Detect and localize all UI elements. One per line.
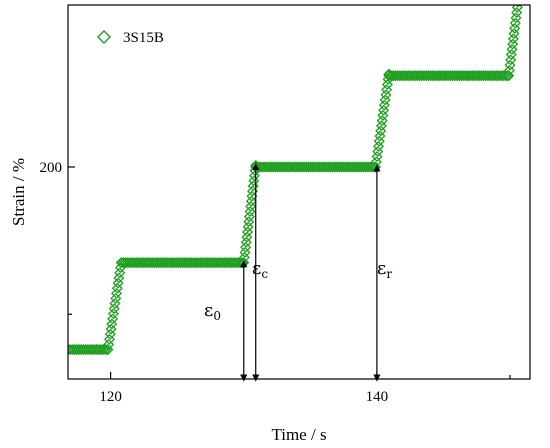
legend-marker xyxy=(97,30,111,44)
data-point xyxy=(112,277,124,289)
annotation-layer xyxy=(240,162,381,382)
data-point xyxy=(509,17,521,29)
data-point xyxy=(372,140,385,152)
data-point xyxy=(376,115,388,127)
data-point xyxy=(377,109,389,121)
data-point xyxy=(507,38,519,50)
data-point xyxy=(107,313,119,325)
data-point xyxy=(111,282,123,294)
data-point xyxy=(375,125,387,137)
data-point xyxy=(106,318,118,330)
data-point xyxy=(108,303,120,315)
data-point xyxy=(243,216,255,228)
data-point xyxy=(105,323,117,335)
x-tick-label: 120 xyxy=(99,389,122,405)
data-point xyxy=(372,145,384,158)
data-point xyxy=(109,298,121,310)
data-point xyxy=(505,49,517,61)
data-point xyxy=(381,84,393,96)
data-point xyxy=(114,262,126,274)
legend-label: 3S15B xyxy=(123,30,164,46)
data-point xyxy=(240,241,252,253)
data-point xyxy=(510,12,522,24)
data-point xyxy=(240,236,252,248)
data-point xyxy=(506,43,518,55)
data-point xyxy=(111,287,123,299)
data-point xyxy=(114,267,126,279)
data-point xyxy=(103,333,116,345)
data-point xyxy=(97,344,109,356)
data-point xyxy=(508,28,520,40)
data-point xyxy=(242,221,254,233)
data-point xyxy=(507,33,519,45)
data-point xyxy=(509,22,521,34)
data-point xyxy=(378,104,390,116)
data-point xyxy=(378,99,390,111)
data-point xyxy=(110,292,122,304)
data-point xyxy=(503,64,515,76)
data-point xyxy=(239,246,251,258)
data-point xyxy=(504,59,516,71)
data-points-layer xyxy=(68,5,523,356)
data-point xyxy=(511,5,523,13)
plot-frame xyxy=(67,4,531,380)
data-point xyxy=(381,78,393,91)
axis-ticks: 120 140 200 xyxy=(40,160,511,405)
data-point xyxy=(242,226,254,238)
data-point xyxy=(241,231,253,243)
data-point xyxy=(102,344,114,356)
data-point xyxy=(374,130,386,142)
data-point xyxy=(379,94,391,106)
y-axis-label: Strain / % xyxy=(9,158,28,226)
data-point xyxy=(375,120,387,132)
data-point xyxy=(511,7,523,19)
x-axis-label: Time / s xyxy=(271,425,326,444)
data-point xyxy=(515,5,521,8)
data-point xyxy=(104,328,116,340)
epsilon-labels: ε0 εc εr xyxy=(204,258,392,323)
data-point xyxy=(380,89,392,101)
epsilon-0-label: ε0 xyxy=(204,300,221,323)
data-point xyxy=(505,54,517,66)
epsilon-r-label: εr xyxy=(377,258,392,281)
y-tick-label: 200 xyxy=(40,160,63,176)
data-point xyxy=(371,151,383,163)
data-point xyxy=(503,70,515,82)
data-point xyxy=(113,272,125,284)
data-point xyxy=(103,338,115,350)
data-point xyxy=(107,308,119,320)
data-point xyxy=(373,135,385,147)
epsilon-c-label: εc xyxy=(252,258,268,281)
legend: 3S15B xyxy=(97,30,164,46)
x-tick-label: 140 xyxy=(366,389,389,405)
